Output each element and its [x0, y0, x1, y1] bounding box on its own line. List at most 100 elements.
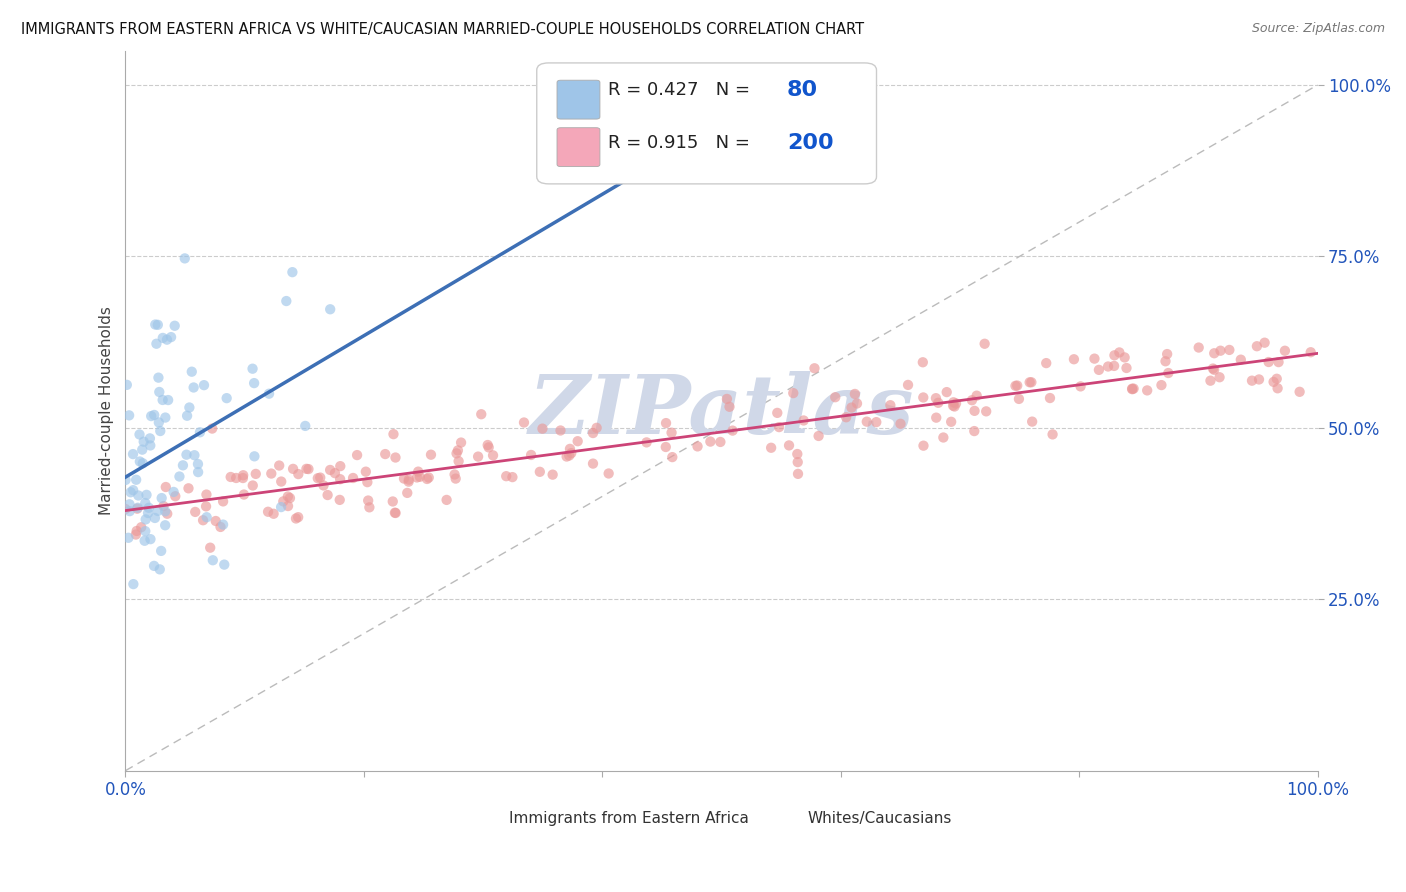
Point	[1018, 376, 1040, 390]
Point	[1063, 352, 1085, 367]
Point	[134, 496, 156, 510]
Point	[1114, 351, 1136, 365]
Point	[470, 407, 492, 421]
Point	[582, 425, 605, 440]
Point	[136, 506, 159, 520]
FancyBboxPatch shape	[557, 128, 600, 167]
Point	[447, 454, 470, 468]
Point	[209, 520, 232, 534]
Point	[346, 448, 368, 462]
Point	[1265, 372, 1288, 386]
Point	[1218, 343, 1240, 357]
Point	[319, 302, 342, 317]
Point	[1021, 415, 1043, 429]
Point	[443, 467, 465, 482]
Point	[446, 446, 468, 460]
Point	[1202, 361, 1225, 376]
Point	[245, 467, 267, 481]
Point	[960, 393, 983, 408]
Point	[1115, 361, 1137, 376]
Point	[911, 355, 934, 369]
Point	[146, 318, 169, 332]
Point	[1083, 351, 1105, 366]
Point	[219, 470, 242, 484]
Point	[357, 493, 380, 508]
Point	[945, 396, 967, 410]
Point	[148, 416, 170, 430]
Point	[242, 361, 264, 376]
Point	[149, 562, 172, 576]
Point	[157, 392, 180, 407]
Point	[778, 438, 800, 452]
Point	[232, 471, 254, 485]
Point	[269, 458, 291, 473]
Point	[183, 448, 205, 462]
Point	[520, 448, 543, 462]
Point	[1104, 348, 1126, 362]
Point	[661, 425, 683, 440]
Point	[1246, 339, 1268, 353]
Point	[145, 336, 167, 351]
Point	[122, 577, 145, 591]
Point	[855, 415, 877, 429]
Point	[135, 488, 157, 502]
Point	[768, 420, 790, 434]
Point	[699, 434, 721, 449]
Point	[865, 415, 887, 429]
Point	[1156, 347, 1178, 361]
Point	[191, 513, 214, 527]
Point	[942, 399, 965, 413]
Point	[127, 501, 149, 516]
Point	[141, 409, 163, 423]
Text: Immigrants from Eastern Africa: Immigrants from Eastern Africa	[509, 811, 749, 826]
Point	[356, 475, 378, 490]
Point	[214, 558, 236, 572]
Point	[709, 434, 731, 449]
Point	[1121, 382, 1143, 396]
Point	[281, 462, 304, 476]
Point	[1267, 381, 1289, 395]
Point	[129, 520, 152, 534]
Y-axis label: Married-couple Households: Married-couple Households	[100, 306, 114, 515]
Point	[139, 431, 162, 445]
Point	[927, 396, 949, 410]
Point	[200, 541, 222, 555]
Point	[316, 488, 339, 502]
Point	[716, 392, 738, 406]
Point	[131, 442, 153, 457]
Point	[270, 475, 292, 489]
FancyBboxPatch shape	[557, 80, 600, 119]
Point	[122, 483, 145, 498]
Point	[759, 441, 782, 455]
Point	[531, 422, 554, 436]
Point	[260, 467, 283, 481]
Point	[418, 470, 440, 484]
Point	[276, 293, 298, 308]
Point	[132, 456, 155, 470]
Point	[127, 500, 149, 515]
Point	[420, 448, 443, 462]
Point	[1157, 366, 1180, 380]
Point	[718, 400, 741, 414]
Point	[153, 518, 176, 533]
Point	[636, 435, 658, 450]
Point	[163, 484, 186, 499]
Point	[409, 470, 432, 484]
Point	[212, 517, 235, 532]
Point	[148, 370, 170, 384]
Point	[558, 449, 581, 463]
Point	[143, 511, 166, 525]
Point	[319, 463, 342, 477]
Point	[766, 406, 789, 420]
Point	[155, 410, 177, 425]
Point	[447, 443, 470, 458]
Text: 80: 80	[787, 80, 818, 100]
Point	[384, 506, 406, 520]
Point	[188, 425, 211, 440]
Point	[1021, 376, 1043, 390]
Point	[163, 318, 186, 333]
Text: R = 0.427   N =: R = 0.427 N =	[609, 81, 762, 99]
Point	[655, 440, 678, 454]
Point	[1204, 363, 1226, 377]
Point	[844, 387, 866, 401]
